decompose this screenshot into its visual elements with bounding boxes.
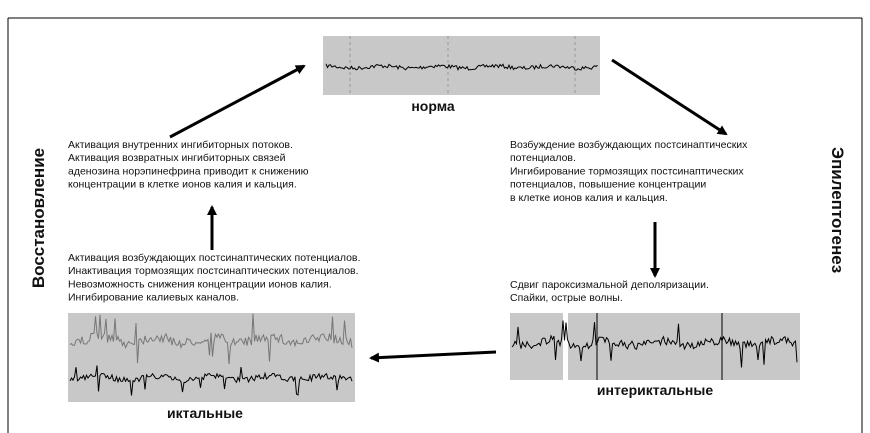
side-label: Эпилептогенез: [828, 147, 847, 273]
eeg-trace: [69, 365, 353, 396]
eeg-trace: [325, 63, 598, 71]
text-line: Активация возбуждающих постсинаптических…: [68, 252, 360, 264]
text-line: Инактивация тормозящих постсинаптических…: [68, 265, 359, 277]
arrow: [611, 58, 728, 136]
panel-gap: [563, 313, 568, 380]
side-label: Восстановление: [29, 148, 48, 288]
text-line: Невозможность снижения концентрации ионо…: [68, 278, 332, 290]
node-label: иктальные: [167, 405, 243, 421]
text-line: в клетке ионов калия и кальция.: [510, 192, 668, 204]
text-line: Ингибирование тормозящих постсинаптическ…: [510, 165, 744, 177]
node-label: норма: [411, 98, 455, 114]
eeg-trace: [511, 320, 798, 368]
text-line: потенциалов.: [510, 152, 576, 164]
arrow: [369, 350, 497, 363]
text-line: Ингибирование калиевых каналов.: [68, 292, 239, 304]
text-line: Сдвиг пароксизмальной деполяризации.: [510, 279, 709, 291]
text-line: Активация возвратных ингибиторных связей: [68, 152, 286, 164]
eeg-trace: [69, 313, 353, 365]
eeg-panel-ictal: [68, 313, 355, 402]
eeg-panel-norm: [323, 36, 600, 95]
text-line: потенциалов, повышение концентрации: [510, 179, 706, 191]
node-label: интериктальные: [597, 382, 713, 398]
text-line: аденозина норэпинефрина приводит к сниже…: [68, 165, 309, 177]
text-line: Спайки, острые волны.: [510, 292, 623, 304]
text-line: Возбуждение возбуждающих постсинаптическ…: [510, 139, 748, 151]
arrow: [169, 64, 306, 139]
text-line: концентрации в клетке ионов калия и каль…: [68, 179, 297, 191]
text-line: Активация внутренних ингибиторных потоко…: [68, 139, 293, 151]
